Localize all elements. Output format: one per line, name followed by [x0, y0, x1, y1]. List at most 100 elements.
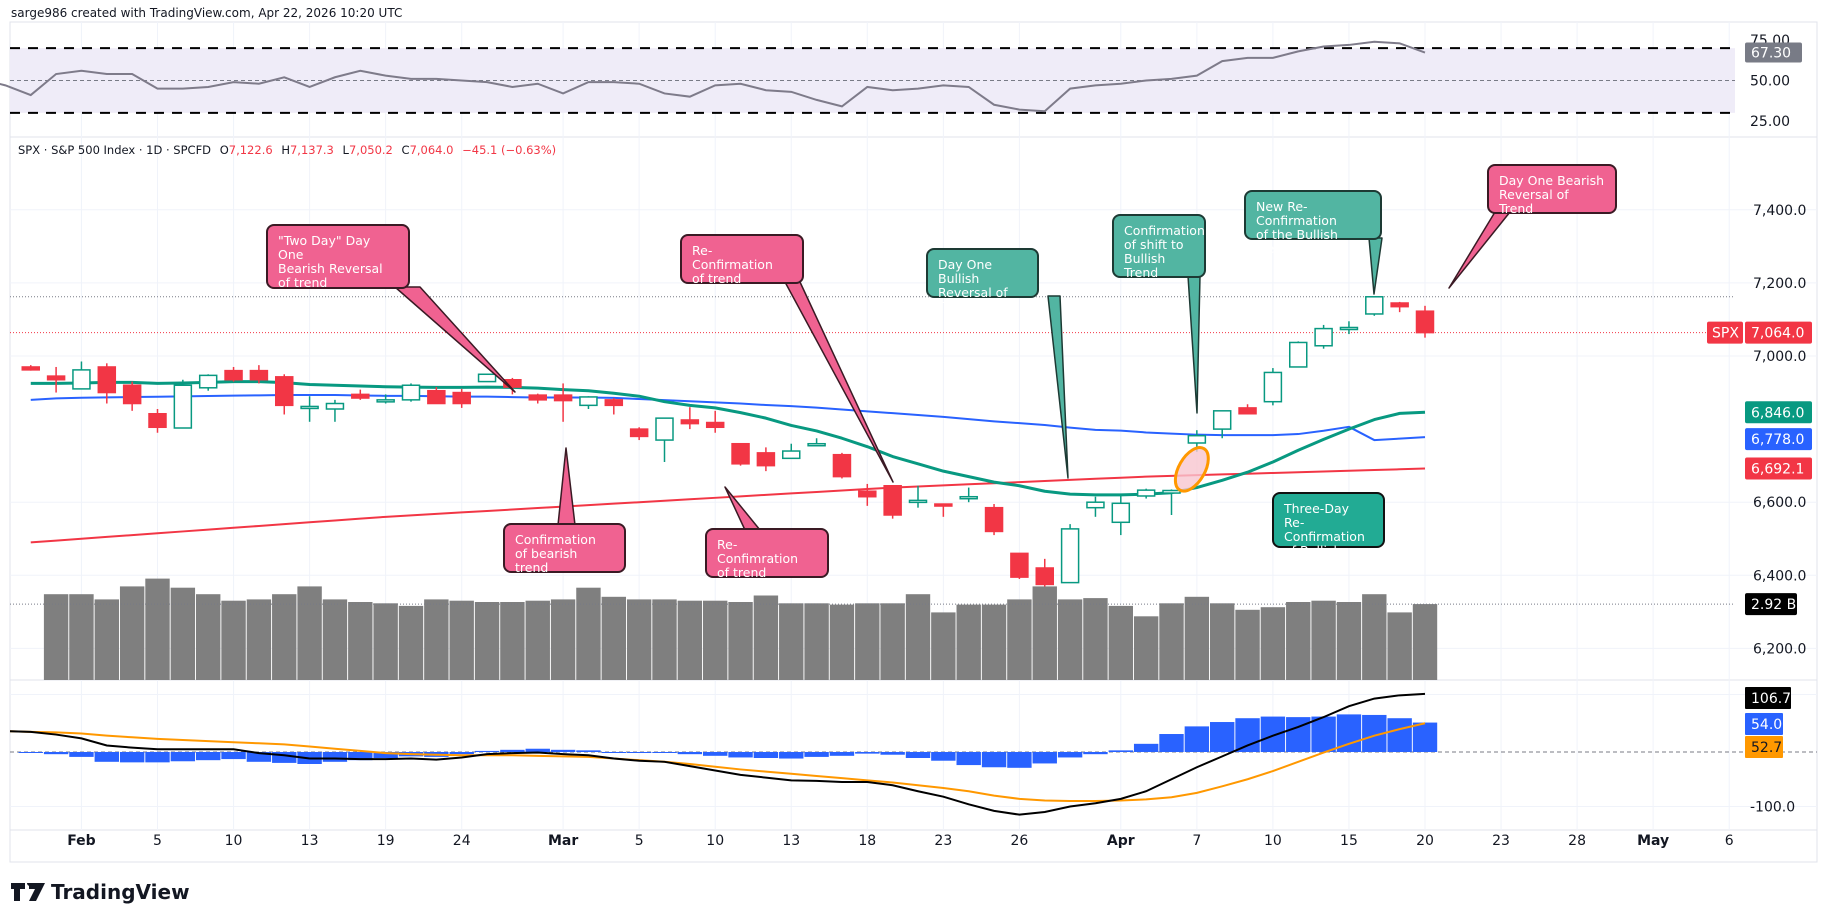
volume-bar: [1387, 612, 1412, 680]
volume-bar: [1412, 604, 1438, 680]
candle-body: [1212, 410, 1232, 430]
volume-bar: [728, 602, 753, 680]
time-axis-label: 15: [1340, 833, 1358, 849]
callout-confirmation-bearish[interactable]: Confirmation of bearish trend: [503, 523, 626, 575]
time-axis-label: May: [1637, 833, 1669, 849]
volume-bar: [956, 604, 981, 680]
volume-bar: [297, 586, 322, 680]
macd-histogram-bar: [119, 752, 145, 763]
rsi-last-tag: [1745, 42, 1802, 63]
candle-body: [1289, 341, 1308, 368]
legend-change: −45.1 (−0.63%): [462, 143, 557, 157]
time-axis-label: 23: [1492, 833, 1510, 849]
candle-body: [1314, 327, 1333, 347]
legend-open: 7,122.6: [228, 143, 273, 157]
time-axis-label: 10: [706, 833, 724, 849]
volume-bar: [855, 603, 880, 680]
callout-two-day-bearish[interactable]: "Two Day" Day One Bearish Reversal of tr…: [266, 224, 410, 290]
volume-bar: [525, 600, 550, 680]
callout-tail-confirmation-shift: [1187, 275, 1201, 414]
candle-body: [376, 399, 395, 403]
price-axis: 75.0050.0025.0067.307,400.07,200.07,000.…: [1707, 33, 1812, 816]
volume-bar: [677, 600, 703, 680]
last-price-symbol-tag: [1707, 321, 1743, 344]
candle-body: [934, 503, 953, 507]
volume-bar: [626, 599, 652, 680]
candle-body: [503, 379, 522, 388]
macd-histogram-bar: [981, 752, 1007, 768]
volume-bar: [550, 599, 576, 680]
candle-body: [351, 393, 370, 399]
chart-frame: [9, 21, 1818, 863]
candle-body: [629, 428, 649, 438]
callout-confirmation-shift[interactable]: Confirmation of shift to Bullish Trend: [1112, 214, 1206, 280]
callout-day-one-bearish[interactable]: Day One Bearish Reversal of Trend: [1487, 164, 1617, 216]
candle-body: [1263, 371, 1283, 403]
callout-reconfirmation-trend-2[interactable]: Re-Confimration of trend: [705, 528, 829, 580]
legend-high-label: H: [281, 143, 290, 157]
macd-histogram-bar: [1032, 752, 1057, 764]
time-axis-label: 5: [153, 833, 162, 849]
macd-histogram-bar: [652, 752, 677, 753]
volume-bar: [449, 600, 474, 680]
legend-high: 7,137.3: [289, 143, 334, 157]
candle-body: [1086, 501, 1105, 509]
volume-bar: [1210, 603, 1235, 680]
candle-body: [97, 366, 117, 394]
volume-bar: [246, 599, 272, 680]
candle-body: [249, 369, 269, 381]
volume-bar: [474, 602, 500, 680]
legend-low: 7,050.2: [348, 143, 393, 157]
candle-body: [1365, 296, 1384, 315]
macd-histogram-bar: [550, 749, 576, 752]
callout-tail-new-reconfirmation: [1368, 237, 1383, 295]
rsi-line: [0, 40, 1426, 113]
last-price-value: 7,064.0: [1751, 326, 1804, 342]
time-axis-label: 23: [934, 833, 952, 849]
volume-bar: [981, 604, 1007, 680]
sma50-last-value: 6,778.0: [1751, 432, 1804, 448]
volume-bar: [196, 594, 221, 680]
candle-body: [858, 490, 877, 498]
legend-low-label: L: [342, 143, 349, 157]
time-axis-label: 7: [1192, 833, 1201, 849]
callout-tails: [394, 211, 1511, 531]
tradingview-logo[interactable]: TradingView: [11, 880, 190, 904]
candle-body: [452, 391, 471, 405]
macd-histogram-bar: [804, 752, 829, 757]
candle-body: [1187, 434, 1207, 444]
price-tick-label: 7,400.0: [1753, 203, 1806, 219]
macd-tick-label: -100.0: [1750, 800, 1795, 816]
volume-bar: [1260, 607, 1286, 680]
macd-histogram-bar: [43, 752, 69, 755]
candle-body: [908, 499, 928, 504]
sma200-last-value: 6,692.1: [1751, 462, 1804, 478]
macd-histogram-bar: [474, 750, 500, 752]
volume-bar: [1083, 598, 1108, 680]
chart-credit: sarge986 created with TradingView.com, A…: [11, 6, 403, 20]
volume-bar: [221, 600, 246, 680]
macd-histogram-bar: [931, 752, 956, 761]
callout-three-day[interactable]: Three-Day Re-Confirmation of Bullish Tre…: [1272, 492, 1385, 572]
macd-histogram-bar: [905, 752, 931, 758]
volume-bar: [424, 599, 449, 680]
macd-histogram-bar: [855, 752, 880, 754]
callout-day-one-bullish[interactable]: Day One Bullish Reversal of Trend: [926, 248, 1039, 314]
macd-histogram-bar: [956, 752, 981, 766]
callout-reconfirmation-trend-1[interactable]: Re-Confirmation of trend: [680, 234, 804, 286]
macd-histogram-bar: [1083, 752, 1108, 755]
rsi-tick-label: 50.00: [1750, 74, 1790, 90]
ema20-line: [30, 380, 1426, 497]
callout-new-reconfirmation[interactable]: New Re-Confirmation of the Bullish Trend: [1244, 190, 1382, 256]
volume-bar: [1235, 609, 1260, 680]
volume-last-value: 2.92 B: [1751, 597, 1796, 613]
candle-body: [782, 450, 801, 460]
macd-histogram-bar: [500, 749, 525, 752]
ema20-last-tag: [1745, 401, 1812, 424]
candle-body: [1162, 489, 1181, 494]
volume-bar: [829, 604, 855, 680]
volume-bar: [1159, 603, 1184, 680]
volume-bar: [1133, 616, 1159, 680]
candle-body: [1415, 310, 1435, 334]
